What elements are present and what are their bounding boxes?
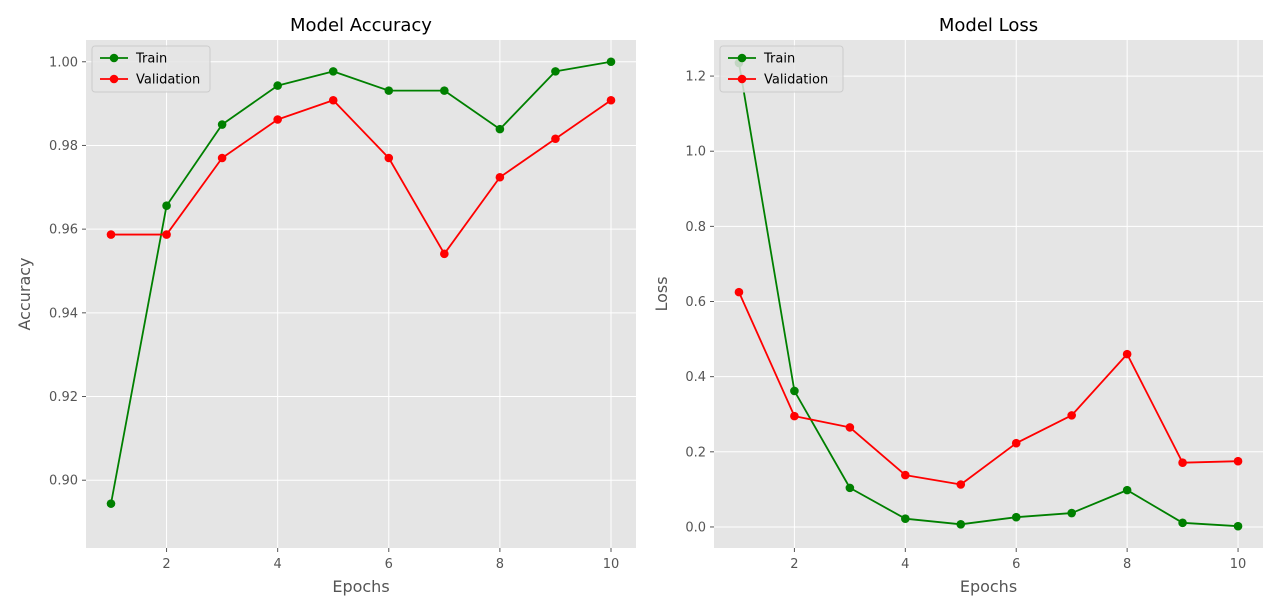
data-point-validation: [384, 153, 394, 163]
series-line-train: [738, 62, 1239, 528]
data-point-validation: [440, 249, 449, 259]
data-point-validation: [217, 153, 227, 163]
data-point-train: [495, 124, 505, 134]
plot-area: [714, 40, 1263, 548]
legend-label: Validation: [136, 73, 200, 88]
data-point-train: [162, 201, 171, 211]
y-tick-label: 0.2: [685, 445, 706, 460]
x-axis-label: Epochs: [332, 577, 389, 596]
y-tick-label: 0.96: [49, 223, 78, 238]
data-point-validation: [1233, 456, 1243, 466]
y-tick-label: 1.00: [49, 55, 78, 70]
data-point-train: [273, 81, 282, 90]
data-point-validation: [1067, 411, 1076, 420]
x-tick-label: 4: [901, 557, 909, 572]
legend-label: Validation: [764, 73, 828, 88]
legend: Train Validation: [91, 45, 211, 93]
x-tick-label: 10: [1230, 557, 1247, 572]
data-point-train: [1122, 485, 1132, 495]
chart-panel-1: 0.90 0.92 0.94 0.96 0.98 1.00 2 4 6 8 10 Model Accu…: [15, 15, 636, 596]
x-tick-label: 8: [1123, 557, 1131, 572]
data-point-train: [1233, 521, 1243, 531]
data-point-validation: [551, 134, 560, 144]
series-line-validation: [111, 99, 612, 255]
data-point-validation: [495, 172, 505, 182]
data-point-train: [217, 120, 227, 129]
x-tick-label: 10: [603, 557, 620, 572]
y-axis-label: Loss: [652, 276, 671, 311]
data-point-validation: [1122, 349, 1132, 359]
y-tick-label: 1.0: [685, 145, 706, 160]
data-point-validation: [328, 95, 338, 105]
data-point-train: [956, 520, 966, 529]
x-tick-label: 2: [162, 557, 170, 572]
chart-title: Model Loss: [939, 15, 1038, 36]
data-point-train: [106, 499, 116, 508]
legend-label: Train: [135, 52, 167, 67]
x-tick-label: 8: [496, 557, 504, 572]
y-tick-label: 0.94: [49, 306, 78, 321]
data-point-train: [1178, 518, 1187, 528]
legend-marker: [109, 74, 119, 84]
data-point-validation: [606, 95, 616, 105]
x-axis-label: Epochs: [960, 577, 1017, 596]
x-tick-label: 4: [274, 557, 282, 572]
y-tick-label: 0.98: [49, 139, 78, 154]
legend: Train Validation: [719, 45, 844, 93]
data-point-train: [606, 57, 616, 67]
data-point-validation: [901, 470, 910, 480]
data-point-train: [1011, 512, 1021, 522]
y-tick-label: 0.90: [49, 474, 78, 489]
data-point-validation: [162, 230, 171, 239]
data-point-train: [901, 514, 910, 523]
series-line-validation: [738, 291, 1239, 486]
data-point-validation: [106, 230, 116, 239]
plot-area: [86, 40, 636, 548]
data-point-validation: [845, 423, 855, 432]
y-tick-label: 0.8: [685, 220, 706, 235]
x-tick-label: 2: [790, 557, 798, 572]
x-tick-label: 6: [385, 557, 393, 572]
y-tick-label: 0.92: [49, 390, 78, 405]
series-line-train: [110, 60, 612, 504]
data-point-train: [845, 483, 855, 493]
legend-marker: [737, 74, 747, 84]
data-point-validation: [790, 411, 799, 421]
legend-marker: [737, 53, 747, 63]
data-point-train: [1067, 508, 1076, 518]
data-point-train: [328, 67, 338, 76]
legend-label: Train: [763, 52, 795, 67]
data-point-train: [440, 86, 449, 95]
data-point-validation: [1011, 438, 1021, 448]
y-axis-label: Accuracy: [15, 257, 34, 330]
y-tick-label: 0.0: [685, 520, 706, 535]
x-tick-label: 6: [1012, 557, 1020, 572]
y-tick-label: 0.4: [685, 370, 706, 385]
data-point-validation: [1178, 458, 1187, 468]
y-tick-label: 0.6: [685, 295, 706, 310]
data-point-train: [384, 86, 394, 95]
legend-marker: [109, 53, 119, 63]
data-point-validation: [956, 480, 966, 489]
chart-panel-2: 0.0 0.2 0.4 0.6 0.8 1.0 1.2 2 4 6 8 10 Model Loss Epo…: [652, 15, 1263, 596]
y-tick-label: 1.2: [685, 70, 706, 85]
chart-title: Model Accuracy: [290, 15, 432, 36]
data-point-train: [551, 67, 560, 76]
data-point-train: [790, 386, 799, 396]
data-point-validation: [734, 287, 744, 297]
data-point-validation: [273, 115, 282, 124]
